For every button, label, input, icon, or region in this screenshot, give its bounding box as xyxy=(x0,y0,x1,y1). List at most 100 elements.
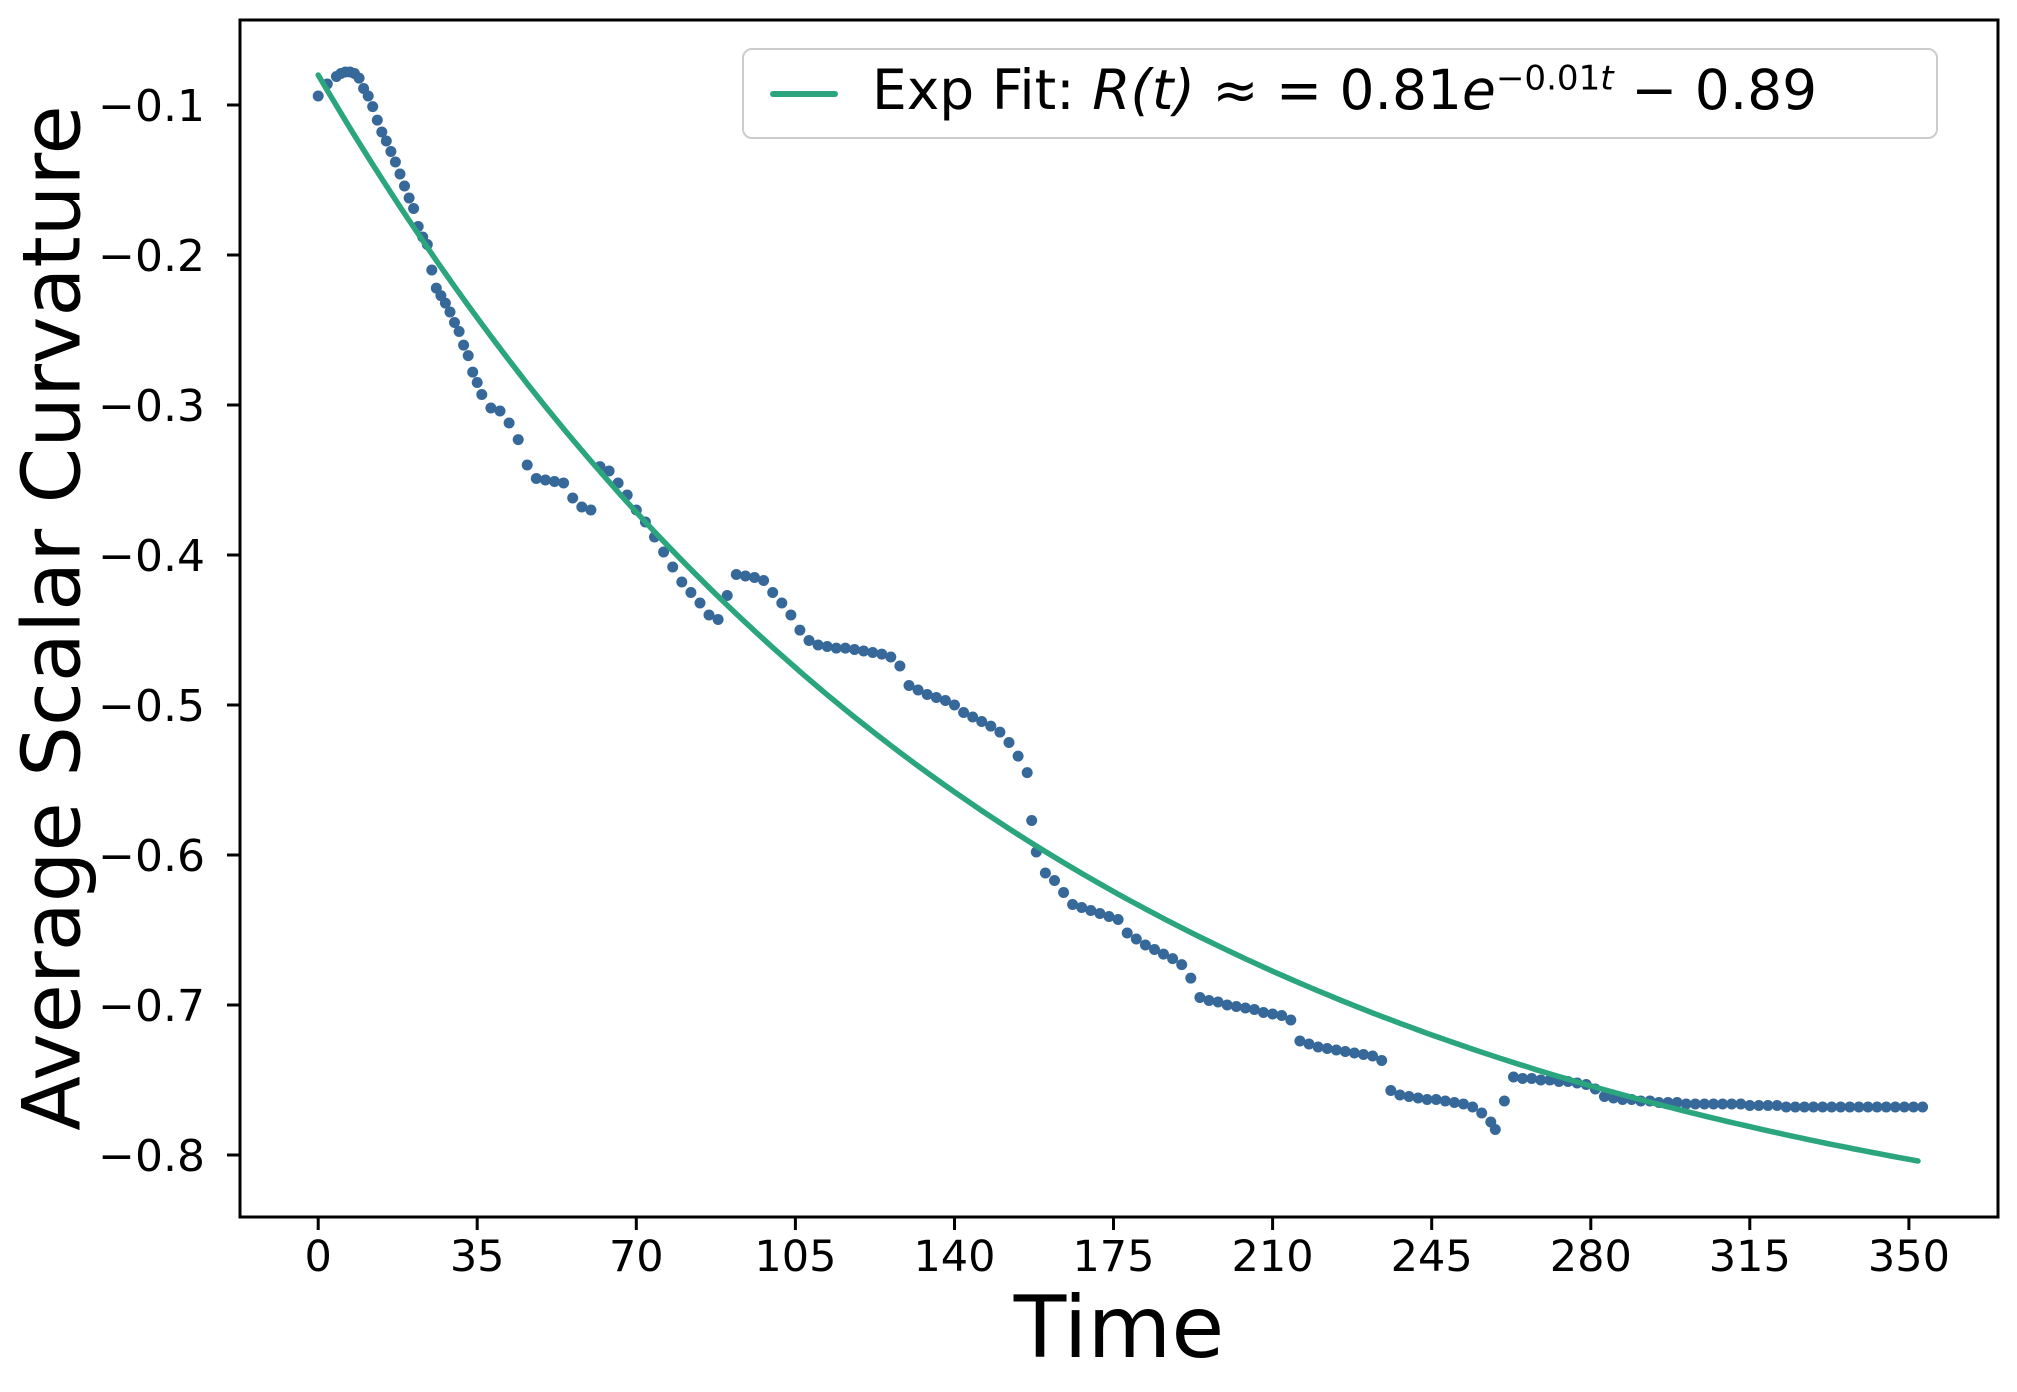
x-tick-label: 35 xyxy=(450,1232,505,1282)
scatter-point xyxy=(585,504,597,516)
scatter-point xyxy=(1321,1043,1333,1054)
scatter-point xyxy=(1294,1035,1306,1047)
scatter-point xyxy=(1439,1095,1451,1107)
scatter-point xyxy=(1517,1073,1529,1084)
scatter-point xyxy=(1003,737,1015,748)
scatter-point xyxy=(453,326,465,337)
scatter-point xyxy=(712,614,724,625)
scatter-point xyxy=(1880,1101,1892,1113)
scatter-point xyxy=(1012,750,1024,762)
scatter-point xyxy=(1385,1085,1397,1096)
scatter-point xyxy=(703,609,715,621)
scatter-point xyxy=(1798,1101,1810,1113)
fit-line-legend-swatch xyxy=(770,90,838,97)
scatter-point xyxy=(1717,1098,1729,1110)
scatter-point xyxy=(1508,1071,1519,1083)
scatter-point xyxy=(1771,1100,1783,1111)
scatter-point xyxy=(658,546,670,558)
x-tick-label: 140 xyxy=(913,1232,995,1282)
scatter-point xyxy=(1862,1101,1874,1113)
scatter-point xyxy=(1221,999,1233,1011)
scatter-point xyxy=(812,639,824,651)
y-tick-label: −0.3 xyxy=(98,381,205,432)
y-tick-label: −0.7 xyxy=(98,981,205,1032)
scatter-point xyxy=(1058,887,1070,898)
scatter-point xyxy=(1049,875,1060,886)
scatter-point xyxy=(1871,1101,1883,1113)
x-tick-label: 210 xyxy=(1232,1232,1314,1282)
scatter-point xyxy=(1339,1046,1351,1057)
legend-relation: ≈ xyxy=(1194,58,1276,122)
y-axis-label: Average Scalar Curvature xyxy=(5,105,99,1131)
x-axis-label: Time xyxy=(1013,1278,1225,1378)
scatter-point xyxy=(1330,1044,1342,1056)
scatter-point xyxy=(1139,939,1151,951)
scatter-point xyxy=(739,570,751,582)
scatter-point xyxy=(1808,1101,1819,1113)
plot-border xyxy=(238,18,2000,1219)
scatter-point xyxy=(1744,1100,1756,1111)
scatter-point xyxy=(380,135,392,147)
scatter-point xyxy=(985,720,997,732)
scatter-point xyxy=(1689,1098,1701,1110)
scatter-point xyxy=(530,473,542,484)
scatter-point xyxy=(903,680,915,691)
scatter-point xyxy=(1394,1089,1406,1101)
scatter-point xyxy=(1889,1101,1901,1113)
scatter-point xyxy=(1476,1107,1488,1119)
legend-tail: − 0.89 xyxy=(1613,58,1818,122)
scatter-point xyxy=(1303,1038,1315,1050)
scatter-point xyxy=(312,90,324,102)
legend: Exp Fit: R(t) ≈ = 0.81e−0.01t − 0.89 xyxy=(742,48,1938,139)
x-tick-label: 0 xyxy=(305,1232,332,1282)
scatter-point xyxy=(1917,1101,1929,1113)
scatter-point xyxy=(1312,1041,1324,1053)
legend-exponent: −0.01t xyxy=(1495,58,1614,99)
scatter-point xyxy=(939,695,951,706)
scatter-point xyxy=(1021,767,1033,779)
scatter-point xyxy=(408,203,420,214)
scatter-point xyxy=(758,575,770,586)
scatter-point xyxy=(849,644,860,655)
scatter-point xyxy=(1112,914,1124,925)
scatter-point xyxy=(362,90,374,102)
scatter-point xyxy=(976,716,988,727)
scatter-point xyxy=(1698,1098,1710,1110)
scatter-point xyxy=(376,126,388,138)
legend-label: Exp Fit: R(t) ≈ = 0.81e−0.01t − 0.89 xyxy=(872,62,1817,124)
scatter-point xyxy=(1489,1124,1501,1135)
scatter-point xyxy=(1167,953,1179,965)
scatter-point xyxy=(1276,1010,1288,1021)
scatter-point xyxy=(1817,1101,1829,1113)
scatter-point xyxy=(1149,944,1160,955)
scatter-point xyxy=(721,590,733,601)
scatter-point xyxy=(830,642,842,654)
scatter-point xyxy=(839,642,851,654)
scatter-point xyxy=(1421,1094,1433,1105)
scatter-point xyxy=(1103,911,1115,922)
scatter-point xyxy=(399,180,410,192)
scatter-point xyxy=(1753,1100,1765,1111)
scatter-point xyxy=(389,156,401,168)
scatter-point xyxy=(1467,1101,1479,1113)
scatter-point xyxy=(1708,1098,1719,1110)
y-tick-label: −0.4 xyxy=(98,531,205,582)
scatter-point xyxy=(1367,1050,1379,1062)
scatter-point xyxy=(1158,948,1169,960)
scatter-point xyxy=(1185,972,1197,984)
scatter-point xyxy=(1844,1101,1856,1113)
x-tick-label: 280 xyxy=(1550,1232,1632,1282)
scatter-point xyxy=(1376,1055,1388,1066)
scatter-point xyxy=(449,317,460,328)
scatter-point xyxy=(603,465,615,477)
scatter-point xyxy=(1094,908,1106,919)
scatter-point xyxy=(1898,1101,1910,1113)
scatter-point xyxy=(1908,1101,1919,1113)
scatter-point xyxy=(967,711,979,723)
scatter-point xyxy=(439,297,451,309)
scatter-point xyxy=(444,306,456,318)
scatter-point xyxy=(1085,905,1097,916)
scatter-point xyxy=(403,192,415,204)
y-tick-label: −0.5 xyxy=(98,681,205,732)
